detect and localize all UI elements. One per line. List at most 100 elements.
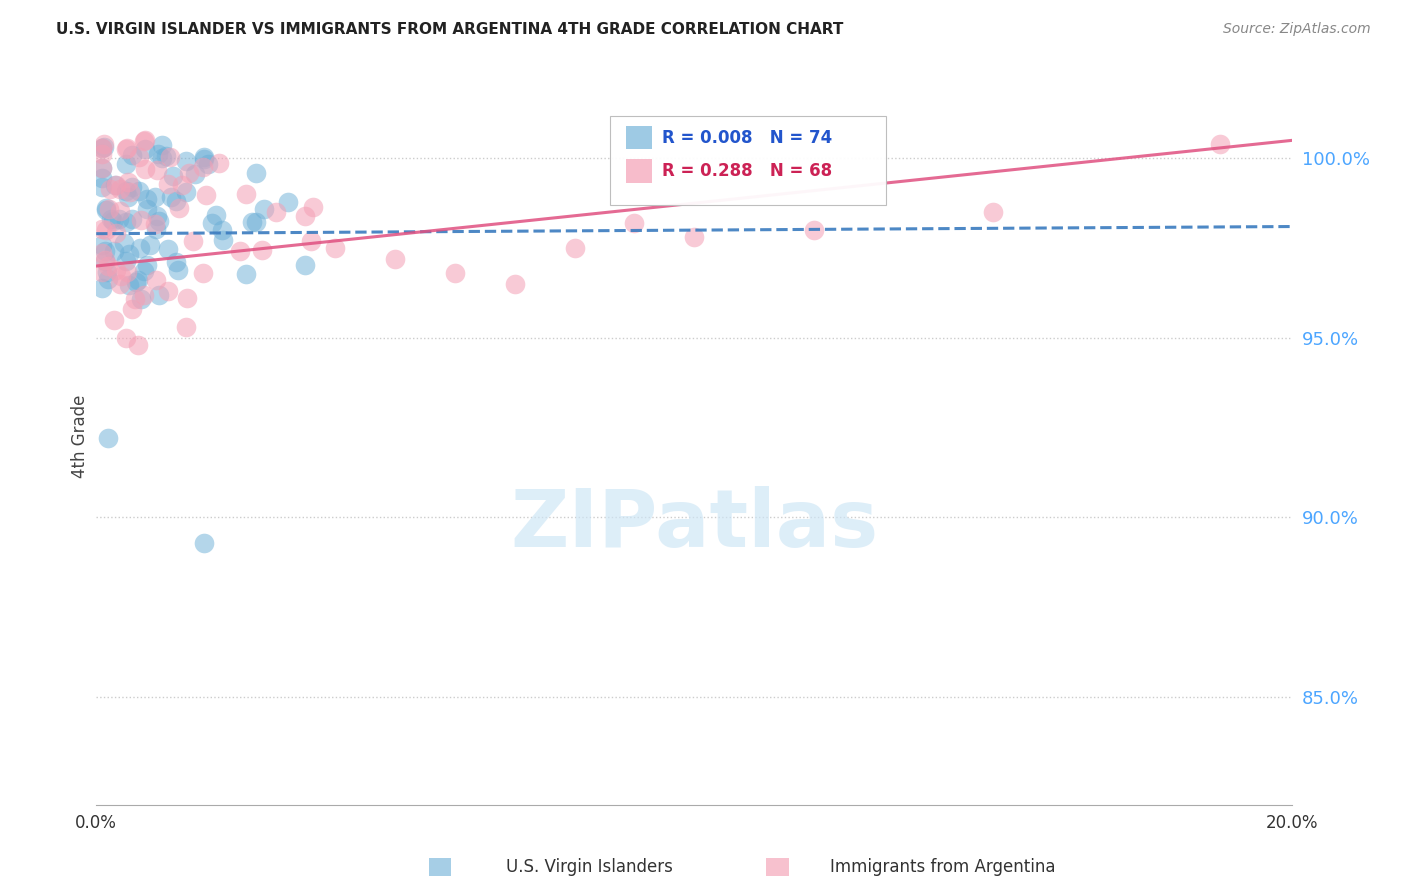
Point [176, 185, 198, 199]
Point [115, 331, 138, 345]
Point [193, 152, 215, 166]
Point [148, 214, 170, 228]
Point [193, 160, 215, 174]
Point [127, 338, 149, 352]
Point [145, 273, 167, 287]
Point [444, 266, 467, 280]
Point [115, 254, 138, 268]
Point [101, 213, 124, 227]
Point [384, 252, 406, 266]
Point [166, 263, 188, 277]
Text: U.S. VIRGIN ISLANDER VS IMMIGRANTS FROM ARGENTINA 4TH GRADE CORRELATION CHART: U.S. VIRGIN ISLANDER VS IMMIGRANTS FROM … [56, 22, 844, 37]
Point [169, 201, 191, 215]
Point [91, 179, 114, 194]
Point [156, 284, 179, 298]
Point [136, 259, 159, 273]
Point [94, 223, 117, 237]
Point [132, 287, 155, 301]
Point [146, 162, 169, 177]
Point [162, 169, 184, 183]
Point [183, 235, 205, 249]
Point [145, 209, 167, 223]
Point [121, 302, 143, 317]
Point [91, 246, 114, 260]
Point [127, 273, 149, 287]
Point [105, 227, 128, 241]
Point [115, 265, 138, 279]
Point [170, 178, 193, 192]
Point [981, 205, 1004, 219]
Point [105, 178, 128, 192]
Point [128, 150, 150, 164]
Text: U.S. Virgin Islanders: U.S. Virgin Islanders [506, 858, 673, 876]
Text: Immigrants from Argentina: Immigrants from Argentina [830, 858, 1054, 876]
Point [623, 216, 645, 230]
Point [235, 187, 257, 202]
Point [117, 277, 139, 292]
Point [277, 195, 299, 210]
Point [193, 150, 215, 164]
Point [150, 137, 173, 152]
Point [91, 141, 114, 155]
Point [195, 188, 218, 202]
Point [228, 244, 250, 259]
Point [97, 272, 120, 286]
Point [134, 142, 156, 156]
Point [110, 203, 132, 218]
Point [129, 292, 152, 306]
Point [94, 244, 117, 259]
Point [165, 194, 187, 208]
Point [93, 140, 115, 154]
Point [156, 242, 179, 256]
Point [97, 259, 120, 273]
Point [143, 190, 166, 204]
Point [91, 141, 114, 155]
Point [97, 431, 120, 445]
Text: R = 0.008   N = 74: R = 0.008 N = 74 [662, 128, 832, 146]
Point [134, 133, 156, 147]
Point [191, 266, 214, 280]
Point [115, 215, 138, 229]
Point [252, 202, 274, 216]
Point [96, 264, 118, 278]
Point [103, 244, 125, 258]
Point [211, 223, 233, 237]
Point [160, 190, 183, 204]
Y-axis label: 4th Grade: 4th Grade [72, 395, 89, 478]
Point [503, 277, 526, 291]
Point [159, 150, 181, 164]
Point [108, 277, 131, 291]
Point [294, 209, 316, 223]
Point [176, 291, 198, 305]
Point [91, 222, 114, 236]
Point [103, 313, 125, 327]
Point [94, 203, 117, 218]
Point [128, 184, 150, 198]
Point [114, 142, 136, 156]
Text: ZIPatlas: ZIPatlas [510, 486, 879, 564]
Point [114, 156, 136, 170]
Point [165, 255, 187, 269]
Point [174, 320, 197, 334]
Point [299, 234, 322, 248]
Point [155, 149, 177, 163]
Point [204, 209, 226, 223]
Point [93, 252, 115, 267]
Point [91, 170, 114, 185]
Point [252, 244, 274, 258]
Point [94, 201, 117, 215]
Point [93, 136, 115, 151]
Point [108, 212, 131, 227]
Point [100, 211, 122, 226]
FancyBboxPatch shape [626, 159, 652, 183]
Point [301, 200, 323, 214]
Point [325, 241, 347, 255]
Point [245, 166, 267, 180]
Point [683, 230, 706, 244]
Point [91, 161, 114, 176]
Point [201, 216, 224, 230]
Point [197, 157, 219, 171]
Point [132, 134, 155, 148]
Point [91, 147, 114, 161]
FancyBboxPatch shape [626, 126, 652, 150]
